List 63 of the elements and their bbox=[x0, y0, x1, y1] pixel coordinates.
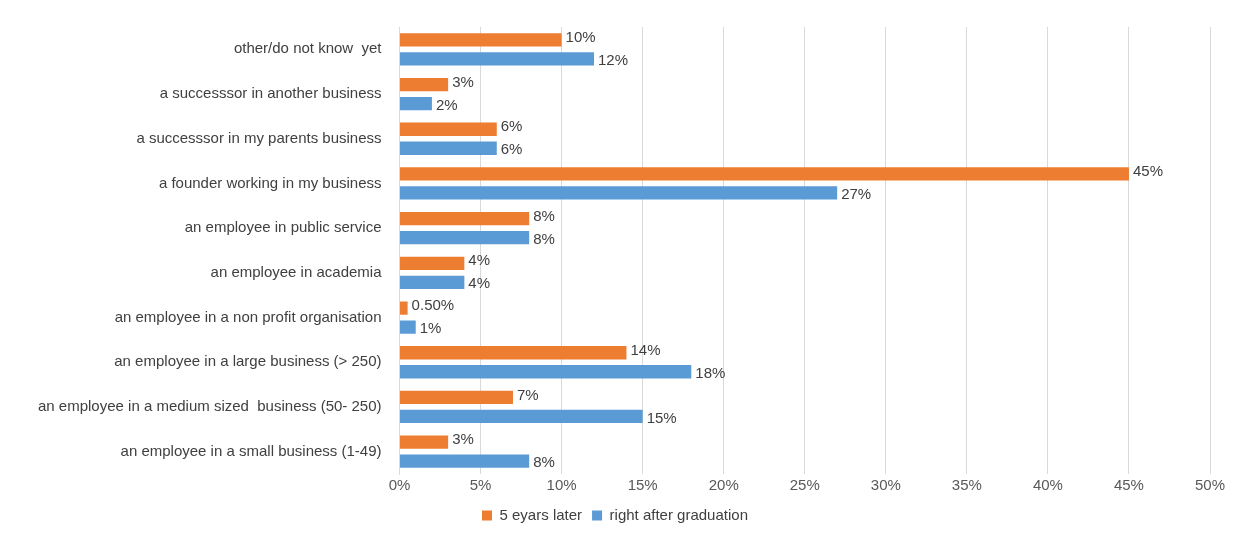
data-label: 18% bbox=[695, 363, 726, 381]
y-tick-label: an employee in a non profit organisation bbox=[114, 307, 382, 325]
data-label: 3% bbox=[452, 72, 474, 90]
data-label: 10% bbox=[565, 27, 596, 45]
bar bbox=[400, 186, 838, 200]
data-label: 6% bbox=[500, 140, 523, 158]
bar bbox=[400, 212, 530, 226]
bar bbox=[400, 301, 408, 315]
bar bbox=[400, 33, 562, 47]
y-tick-label: an employee in a medium sized business (50- 250) bbox=[38, 397, 382, 415]
x-tick-label: 10% bbox=[546, 476, 577, 494]
y-tick-label: a successsor in my parents business bbox=[136, 128, 382, 146]
data-label: 2% bbox=[435, 95, 458, 113]
data-label: 7% bbox=[516, 385, 539, 403]
data-label: 27% bbox=[841, 185, 872, 203]
data-label: 12% bbox=[598, 50, 629, 68]
data-label: 15% bbox=[646, 408, 677, 426]
bar bbox=[400, 122, 497, 136]
y-tick-label: an employee in public service bbox=[184, 218, 382, 236]
data-label: 8% bbox=[533, 229, 555, 247]
data-label: 3% bbox=[452, 430, 474, 448]
legend-label: 5 eyars later bbox=[499, 505, 583, 523]
bar bbox=[400, 320, 416, 334]
data-label: 6% bbox=[500, 117, 523, 135]
y-tick-label: a successsor in another business bbox=[159, 84, 382, 102]
bar bbox=[400, 256, 465, 270]
legend-label: right after graduation bbox=[609, 505, 748, 523]
data-label: 1% bbox=[419, 319, 442, 337]
data-label: 8% bbox=[533, 453, 555, 471]
bar bbox=[400, 346, 627, 360]
x-tick-label: 30% bbox=[870, 476, 901, 494]
data-label: 45% bbox=[1132, 162, 1163, 180]
bar bbox=[400, 390, 513, 405]
y-tick-label: other/do not know yet bbox=[233, 39, 383, 57]
data-label: 4% bbox=[468, 251, 491, 269]
x-tick-label: 5% bbox=[469, 476, 492, 494]
x-tick-label: 35% bbox=[951, 476, 982, 494]
x-tick-label: 50% bbox=[1194, 476, 1226, 494]
x-tick-label: 15% bbox=[627, 476, 658, 494]
bar bbox=[400, 409, 643, 424]
bar bbox=[400, 275, 465, 289]
bar bbox=[400, 77, 449, 92]
x-tick-label: 0% bbox=[388, 476, 411, 494]
y-tick-label: a founder working in my business bbox=[158, 173, 382, 191]
x-tick-label: 20% bbox=[708, 476, 739, 494]
x-tick-label: 25% bbox=[789, 476, 820, 494]
bar bbox=[400, 231, 530, 245]
bar bbox=[400, 435, 449, 449]
y-tick-label: an employee in a small business (1-49) bbox=[120, 441, 382, 459]
data-label: 8% bbox=[533, 206, 555, 224]
data-label: 0.50% bbox=[411, 296, 455, 314]
data-label: 14% bbox=[630, 340, 661, 358]
x-tick-label: 45% bbox=[1113, 476, 1144, 494]
bar bbox=[400, 365, 692, 379]
y-tick-label: an employee in academia bbox=[210, 262, 383, 280]
x-tick-label: 40% bbox=[1032, 476, 1063, 494]
bar bbox=[400, 96, 432, 111]
y-tick-label: an employee in a large business (> 250) bbox=[114, 352, 382, 370]
bar bbox=[400, 454, 530, 468]
bar bbox=[400, 167, 1129, 181]
bar bbox=[400, 141, 497, 155]
data-label: 4% bbox=[468, 274, 491, 292]
bar bbox=[400, 52, 595, 66]
